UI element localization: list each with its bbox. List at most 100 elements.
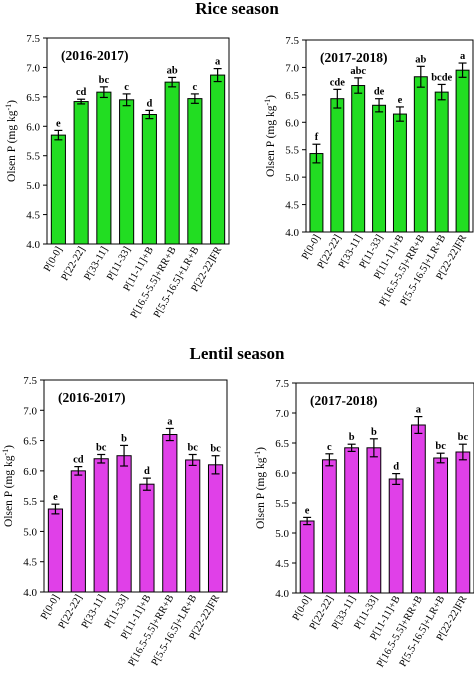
significance-label: e xyxy=(53,492,58,503)
y-tick-label: 5.0 xyxy=(23,526,37,538)
significance-label: ab xyxy=(167,65,178,76)
rice-season-title: Rice season xyxy=(195,0,279,18)
bar xyxy=(330,98,345,233)
bar xyxy=(309,153,324,233)
bar xyxy=(141,114,157,245)
significance-label: bc xyxy=(435,441,446,452)
y-tick-label: 4.0 xyxy=(275,588,289,600)
x-tick-label: P[0-0] xyxy=(39,593,62,622)
significance-label: cde xyxy=(330,77,346,88)
y-tick-label: 7.0 xyxy=(285,62,299,74)
bar xyxy=(185,459,201,593)
y-tick-label: 7.0 xyxy=(23,405,37,417)
panel-title: (2016-2017) xyxy=(61,48,129,63)
bar xyxy=(93,458,109,593)
significance-label: bc xyxy=(210,444,221,455)
significance-label: e xyxy=(305,505,310,516)
significance-label: a xyxy=(215,57,221,68)
significance-label: c xyxy=(327,442,332,453)
panel-title: (2017-2018) xyxy=(320,50,388,65)
y-tick-label: 6.0 xyxy=(275,468,289,480)
panel-title: (2017-2018) xyxy=(310,393,378,408)
y-tick-label: 6.0 xyxy=(285,117,299,129)
chart-panel: 4.0 4.5 5.0 5.5 6.0 6.5 7.0 7.5 Olsen P (mg kg-1… xyxy=(4,33,230,320)
significance-label: b xyxy=(349,432,355,443)
significance-label: f xyxy=(315,132,319,143)
bar xyxy=(187,98,203,245)
significance-label: cd xyxy=(76,87,87,98)
y-tick-label: 4.5 xyxy=(23,557,37,569)
y-tick-label: 4.0 xyxy=(26,239,40,251)
lentil-season-title: Lentil season xyxy=(190,344,285,363)
significance-label: c xyxy=(193,82,198,93)
chart-panel: 4.0 4.5 5.0 5.5 6.0 6.5 7.0 7.5 Olsen P (mg kg-1… xyxy=(1,375,228,668)
significance-label: abc xyxy=(350,66,366,77)
bar xyxy=(372,104,387,233)
bar xyxy=(410,424,426,594)
x-tick-label: P[0-0] xyxy=(42,245,65,274)
y-tick-label: 5.5 xyxy=(26,151,40,163)
chart-panel: 4.0 4.5 5.0 5.5 6.0 6.5 7.0 7.5 Olsen P (mg kg-1… xyxy=(253,378,474,669)
y-tick-label: 6.5 xyxy=(275,438,289,450)
y-tick-label: 7.0 xyxy=(26,62,40,74)
significance-label: a xyxy=(416,405,422,416)
x-tick-label: P[0-0] xyxy=(291,594,314,623)
bar xyxy=(366,447,382,594)
y-tick-label: 6.5 xyxy=(23,436,37,448)
bar xyxy=(413,76,428,233)
significance-label: d xyxy=(146,98,152,109)
y-tick-label: 5.5 xyxy=(275,498,289,510)
bar xyxy=(434,91,449,233)
y-tick-label: 4.5 xyxy=(26,210,40,222)
y-tick-label: 4.5 xyxy=(285,200,299,212)
y-axis-label: Olsen P (mg kg-1) xyxy=(263,95,277,177)
y-tick-label: 6.5 xyxy=(26,92,40,104)
significance-label: bc xyxy=(99,75,110,86)
y-tick-label: 5.5 xyxy=(23,496,37,508)
bar xyxy=(207,464,224,593)
y-tick-label: 7.0 xyxy=(275,408,289,420)
bar xyxy=(50,134,66,245)
plot-frame xyxy=(46,37,230,245)
bar xyxy=(70,470,86,593)
bar xyxy=(119,99,135,245)
bar xyxy=(73,101,89,245)
bar xyxy=(344,447,360,594)
significance-label: e xyxy=(398,95,403,106)
significance-label: d xyxy=(393,462,399,473)
bar xyxy=(47,508,64,593)
y-tick-label: 7.5 xyxy=(23,375,37,387)
y-tick-label: 5.0 xyxy=(275,528,289,540)
bar xyxy=(388,478,404,594)
y-tick-label: 7.5 xyxy=(285,35,299,47)
bar xyxy=(433,457,449,594)
bar xyxy=(210,74,226,245)
y-tick-label: 5.0 xyxy=(26,180,40,192)
y-tick-label: 6.5 xyxy=(285,90,299,102)
significance-label: ab xyxy=(415,54,426,65)
y-tick-label: 4.0 xyxy=(23,587,37,599)
significance-label: bcde xyxy=(431,72,452,83)
y-tick-label: 6.0 xyxy=(23,466,37,478)
significance-label: bc xyxy=(458,432,469,443)
bar xyxy=(392,113,407,233)
chart-panel: 4.0 4.5 5.0 5.5 6.0 6.5 7.0 7.5 Olsen P (mg kg-1… xyxy=(263,35,474,308)
y-tick-label: 5.5 xyxy=(285,145,299,157)
significance-label: bc xyxy=(187,443,198,454)
significance-label: c xyxy=(124,82,129,93)
plot-frame xyxy=(305,39,474,233)
y-axis-label: Olsen P (mg kg-1) xyxy=(1,445,15,527)
y-tick-label: 4.0 xyxy=(285,227,299,239)
bar xyxy=(164,81,180,245)
bar xyxy=(455,69,470,233)
y-axis-label: Olsen P (mg kg-1) xyxy=(253,447,267,529)
bar xyxy=(162,434,178,593)
significance-label: e xyxy=(56,118,61,129)
bar xyxy=(116,455,132,593)
bar xyxy=(299,520,315,594)
significance-label: de xyxy=(374,87,385,98)
significance-label: b xyxy=(371,427,377,438)
panel-title: (2016-2017) xyxy=(58,390,126,405)
significance-label: cd xyxy=(73,455,84,466)
